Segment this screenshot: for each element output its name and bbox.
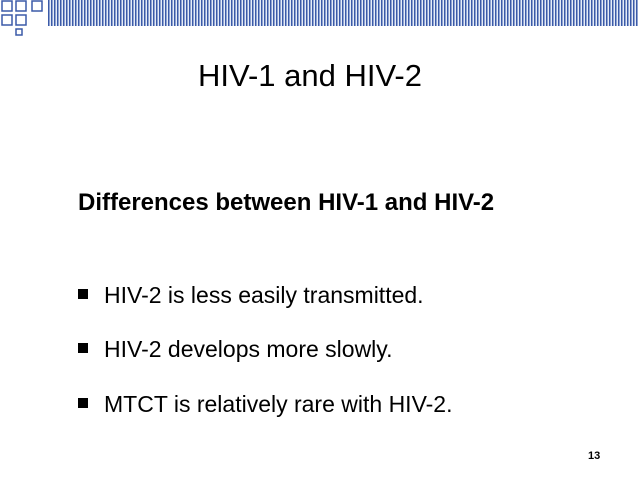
header-squares — [1, 0, 43, 36]
bullet-marker — [78, 289, 88, 299]
decoration — [1, 0, 638, 36]
heading: Differences between HIV-1 and HIV-2 — [78, 189, 495, 216]
bullet-marker — [78, 343, 88, 353]
bullet-text: HIV-2 develops more slowly. — [104, 336, 393, 362]
page-number: 13 — [588, 450, 601, 462]
bullet-marker — [78, 398, 88, 408]
header-band — [48, 0, 638, 26]
bullet-text: MTCT is relatively rare with HIV-2. — [104, 391, 453, 417]
slide-title: HIV-1 and HIV-2 — [197, 58, 422, 93]
bullet-text: HIV-2 is less easily transmitted. — [104, 282, 424, 308]
